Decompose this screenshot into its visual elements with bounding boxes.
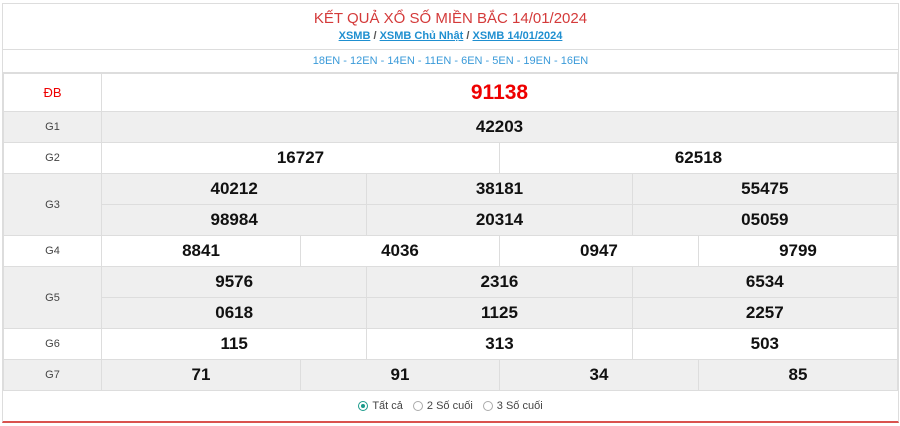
separator: / (373, 30, 377, 42)
prize-number: 0947 (498, 235, 699, 267)
prize-number: 40212 (100, 173, 368, 205)
prize-number: 42203 (101, 111, 898, 143)
prize-number: 38181 (366, 173, 633, 205)
prize-number: 34 (498, 359, 699, 391)
row-g5: G5 9576 2316 6534 (3, 266, 899, 329)
prize-label: G7 (3, 359, 102, 391)
link-xsmb[interactable]: XSMB (338, 30, 371, 42)
filter-last-2[interactable]: 2 Số cuối (412, 400, 473, 412)
row-g4: G4 8841 4036 0947 9799 (3, 235, 899, 267)
row-g3: G3 40212 38181 55475 (3, 173, 899, 236)
link-xsmb-sunday[interactable]: XSMB Chủ Nhật (379, 30, 464, 42)
prize-label: G5 (3, 266, 102, 329)
row-g7: G7 71 91 34 85 (3, 359, 899, 391)
prize-number: 91 (299, 359, 500, 391)
prize-number: 05059 (631, 204, 899, 236)
prize-number: 55475 (631, 173, 899, 205)
row-g5: 0618 1125 2257 (4, 297, 899, 329)
prize-number: 1125 (366, 297, 633, 329)
results-panel: KẾT QUẢ XỔ SỐ MIỀN BẮC 14/01/2024 XSMB /… (2, 3, 899, 423)
prize-number: 2257 (631, 297, 899, 329)
filter-last-3[interactable]: 3 Số cuối (482, 400, 543, 412)
prize-label: G3 (3, 173, 102, 236)
row-g1: G1 42203 (3, 111, 898, 143)
option-label: 2 Số cuối (426, 400, 473, 412)
prize-number: 2316 (366, 266, 633, 298)
radio-icon[interactable] (482, 401, 493, 411)
digit-filter: Tất cả 2 Số cuối 3 Số cuối (3, 391, 898, 421)
prize-label: G4 (3, 235, 102, 267)
prize-label: G6 (3, 328, 102, 360)
prize-number: 20314 (366, 204, 633, 236)
breadcrumb: XSMB / XSMB Chủ Nhật / XSMB 14/01/2024 (3, 30, 898, 42)
prize-number: 0618 (100, 297, 368, 329)
row-g2: G2 16727 62518 (3, 142, 899, 174)
radio-checked-icon[interactable] (358, 401, 369, 411)
prize-label: ĐB (3, 73, 102, 112)
separator: / (466, 30, 470, 42)
prize-label: G1 (3, 111, 102, 143)
row-g6: G6 115 313 503 (3, 328, 899, 360)
prize-number: 8841 (101, 235, 301, 267)
prize-label: G2 (3, 142, 102, 174)
page-title: KẾT QUẢ XỔ SỐ MIỀN BẮC 14/01/2024 (313, 10, 588, 27)
header: KẾT QUẢ XỔ SỐ MIỀN BẮC 14/01/2024 XSMB /… (3, 4, 898, 50)
prize-number: 91138 (101, 73, 898, 112)
prize-number: 6534 (631, 266, 899, 298)
ticket-codes: 18EN - 12EN - 14EN - 11EN - 6EN - 5EN - … (3, 50, 898, 73)
row-db: ĐB 91138 (3, 73, 898, 112)
prize-number: 4036 (299, 235, 500, 267)
row-g3: 98984 20314 05059 (4, 204, 899, 236)
option-label: Tất cả (372, 400, 403, 412)
prize-number: 98984 (100, 204, 368, 236)
prize-number: 16727 (101, 142, 500, 174)
prize-number: 85 (697, 359, 899, 391)
prize-number: 115 (100, 328, 368, 360)
prize-number: 71 (101, 359, 301, 391)
prize-number: 9576 (100, 266, 368, 298)
link-xsmb-date[interactable]: XSMB 14/01/2024 (472, 30, 563, 42)
prize-number: 313 (366, 328, 633, 360)
filter-all[interactable]: Tất cả (358, 400, 403, 412)
prize-number: 503 (631, 328, 899, 360)
radio-icon[interactable] (412, 401, 423, 411)
prize-number: 9799 (697, 235, 899, 267)
results-table: ĐB 91138 G1 42203 G2 16727 62518 G3 40212 3818… (3, 73, 899, 391)
prize-number: 62518 (498, 142, 899, 174)
option-label: 3 Số cuối (496, 400, 543, 412)
